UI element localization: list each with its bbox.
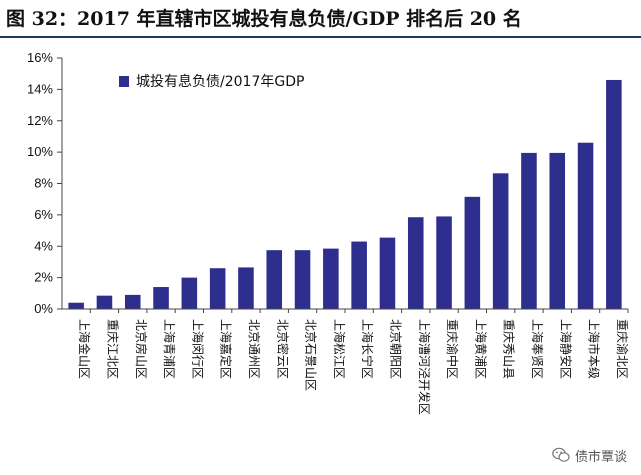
bar (351, 241, 367, 309)
y-tick-label: 14% (27, 81, 53, 96)
bar (492, 173, 509, 309)
legend: 城投有息负债/2017年GDP (119, 73, 304, 90)
x-tick-label: 重庆渝北区 (615, 319, 630, 379)
x-tick-label: 北京通州区 (247, 319, 261, 379)
x-tick-label: 北京房山区 (134, 319, 149, 379)
bar (577, 142, 594, 309)
page-title: 图 32：2017 年直辖市区城投有息负债/GDP 排名后 20 名 (6, 8, 522, 30)
wechat-icon (552, 447, 570, 462)
x-tick-label: 上海青浦区 (162, 319, 177, 379)
y-tick-label: 6% (34, 207, 53, 222)
x-tick-label: 上海漕河泾开发区 (417, 319, 432, 415)
x-tick-label: 重庆江北区 (105, 319, 119, 379)
x-tick-label: 上海静安区 (558, 319, 573, 379)
legend-swatch (119, 76, 129, 87)
x-tick-label: 北京朝阳区 (388, 319, 402, 379)
bar (153, 287, 169, 309)
bar (407, 217, 424, 309)
x-tick-label: 上海市本级 (587, 319, 602, 379)
x-tick-label: 上海长宁区 (360, 319, 375, 379)
x-tick-label: 重庆渝中区 (445, 319, 460, 379)
bar (124, 294, 141, 309)
bar (238, 267, 254, 309)
legend-label: 城投有息负债/2017年GDP (136, 73, 304, 90)
bar (521, 152, 537, 309)
bar-series (68, 79, 622, 310)
title-divider (0, 36, 641, 38)
y-tick-label: 10% (27, 144, 53, 159)
y-tick-label: 2% (34, 270, 53, 285)
y-tick-label: 4% (34, 238, 53, 253)
x-tick-label: 上海黄浦区 (473, 319, 488, 379)
x-tick-label: 上海嘉定区 (219, 319, 234, 379)
x-tick-label: 上海松江区 (332, 319, 347, 379)
bar (606, 79, 622, 310)
bar (266, 250, 283, 309)
y-tick-label: 12% (27, 113, 53, 128)
x-tick-label: 重庆秀山县 (502, 319, 516, 379)
x-tick-label: 上海闵行区 (190, 319, 205, 379)
x-tick-label: 上海奉贤区 (530, 319, 545, 379)
bar (436, 216, 452, 309)
x-tick-label: 北京密云区 (275, 319, 290, 379)
y-tick-label: 8% (34, 176, 53, 191)
x-tick-label: 北京石景山区 (304, 319, 318, 391)
x-tick-label: 上海金山区 (77, 319, 92, 379)
y-tick-label: 0% (34, 301, 53, 316)
bar (379, 237, 396, 309)
bar (181, 277, 198, 309)
y-tick-label: 16% (27, 50, 53, 65)
bar (96, 295, 113, 309)
bar (294, 250, 311, 309)
watermark-text: 债市覃谈 (574, 449, 627, 465)
y-axis: 0% 2% 4% 6% 8% 10% 12% 14% 16% (27, 50, 63, 316)
bar (209, 268, 226, 309)
bar (68, 302, 84, 309)
bar (549, 152, 566, 309)
bar (464, 196, 481, 309)
watermark: 债市覃谈 (552, 445, 627, 465)
x-axis: 上海金山区 重庆江北区 北京房山区 上海青浦区 上海闵行区 上海嘉定区 北京通州区 北京密云区… (62, 308, 630, 415)
bar (323, 248, 339, 309)
